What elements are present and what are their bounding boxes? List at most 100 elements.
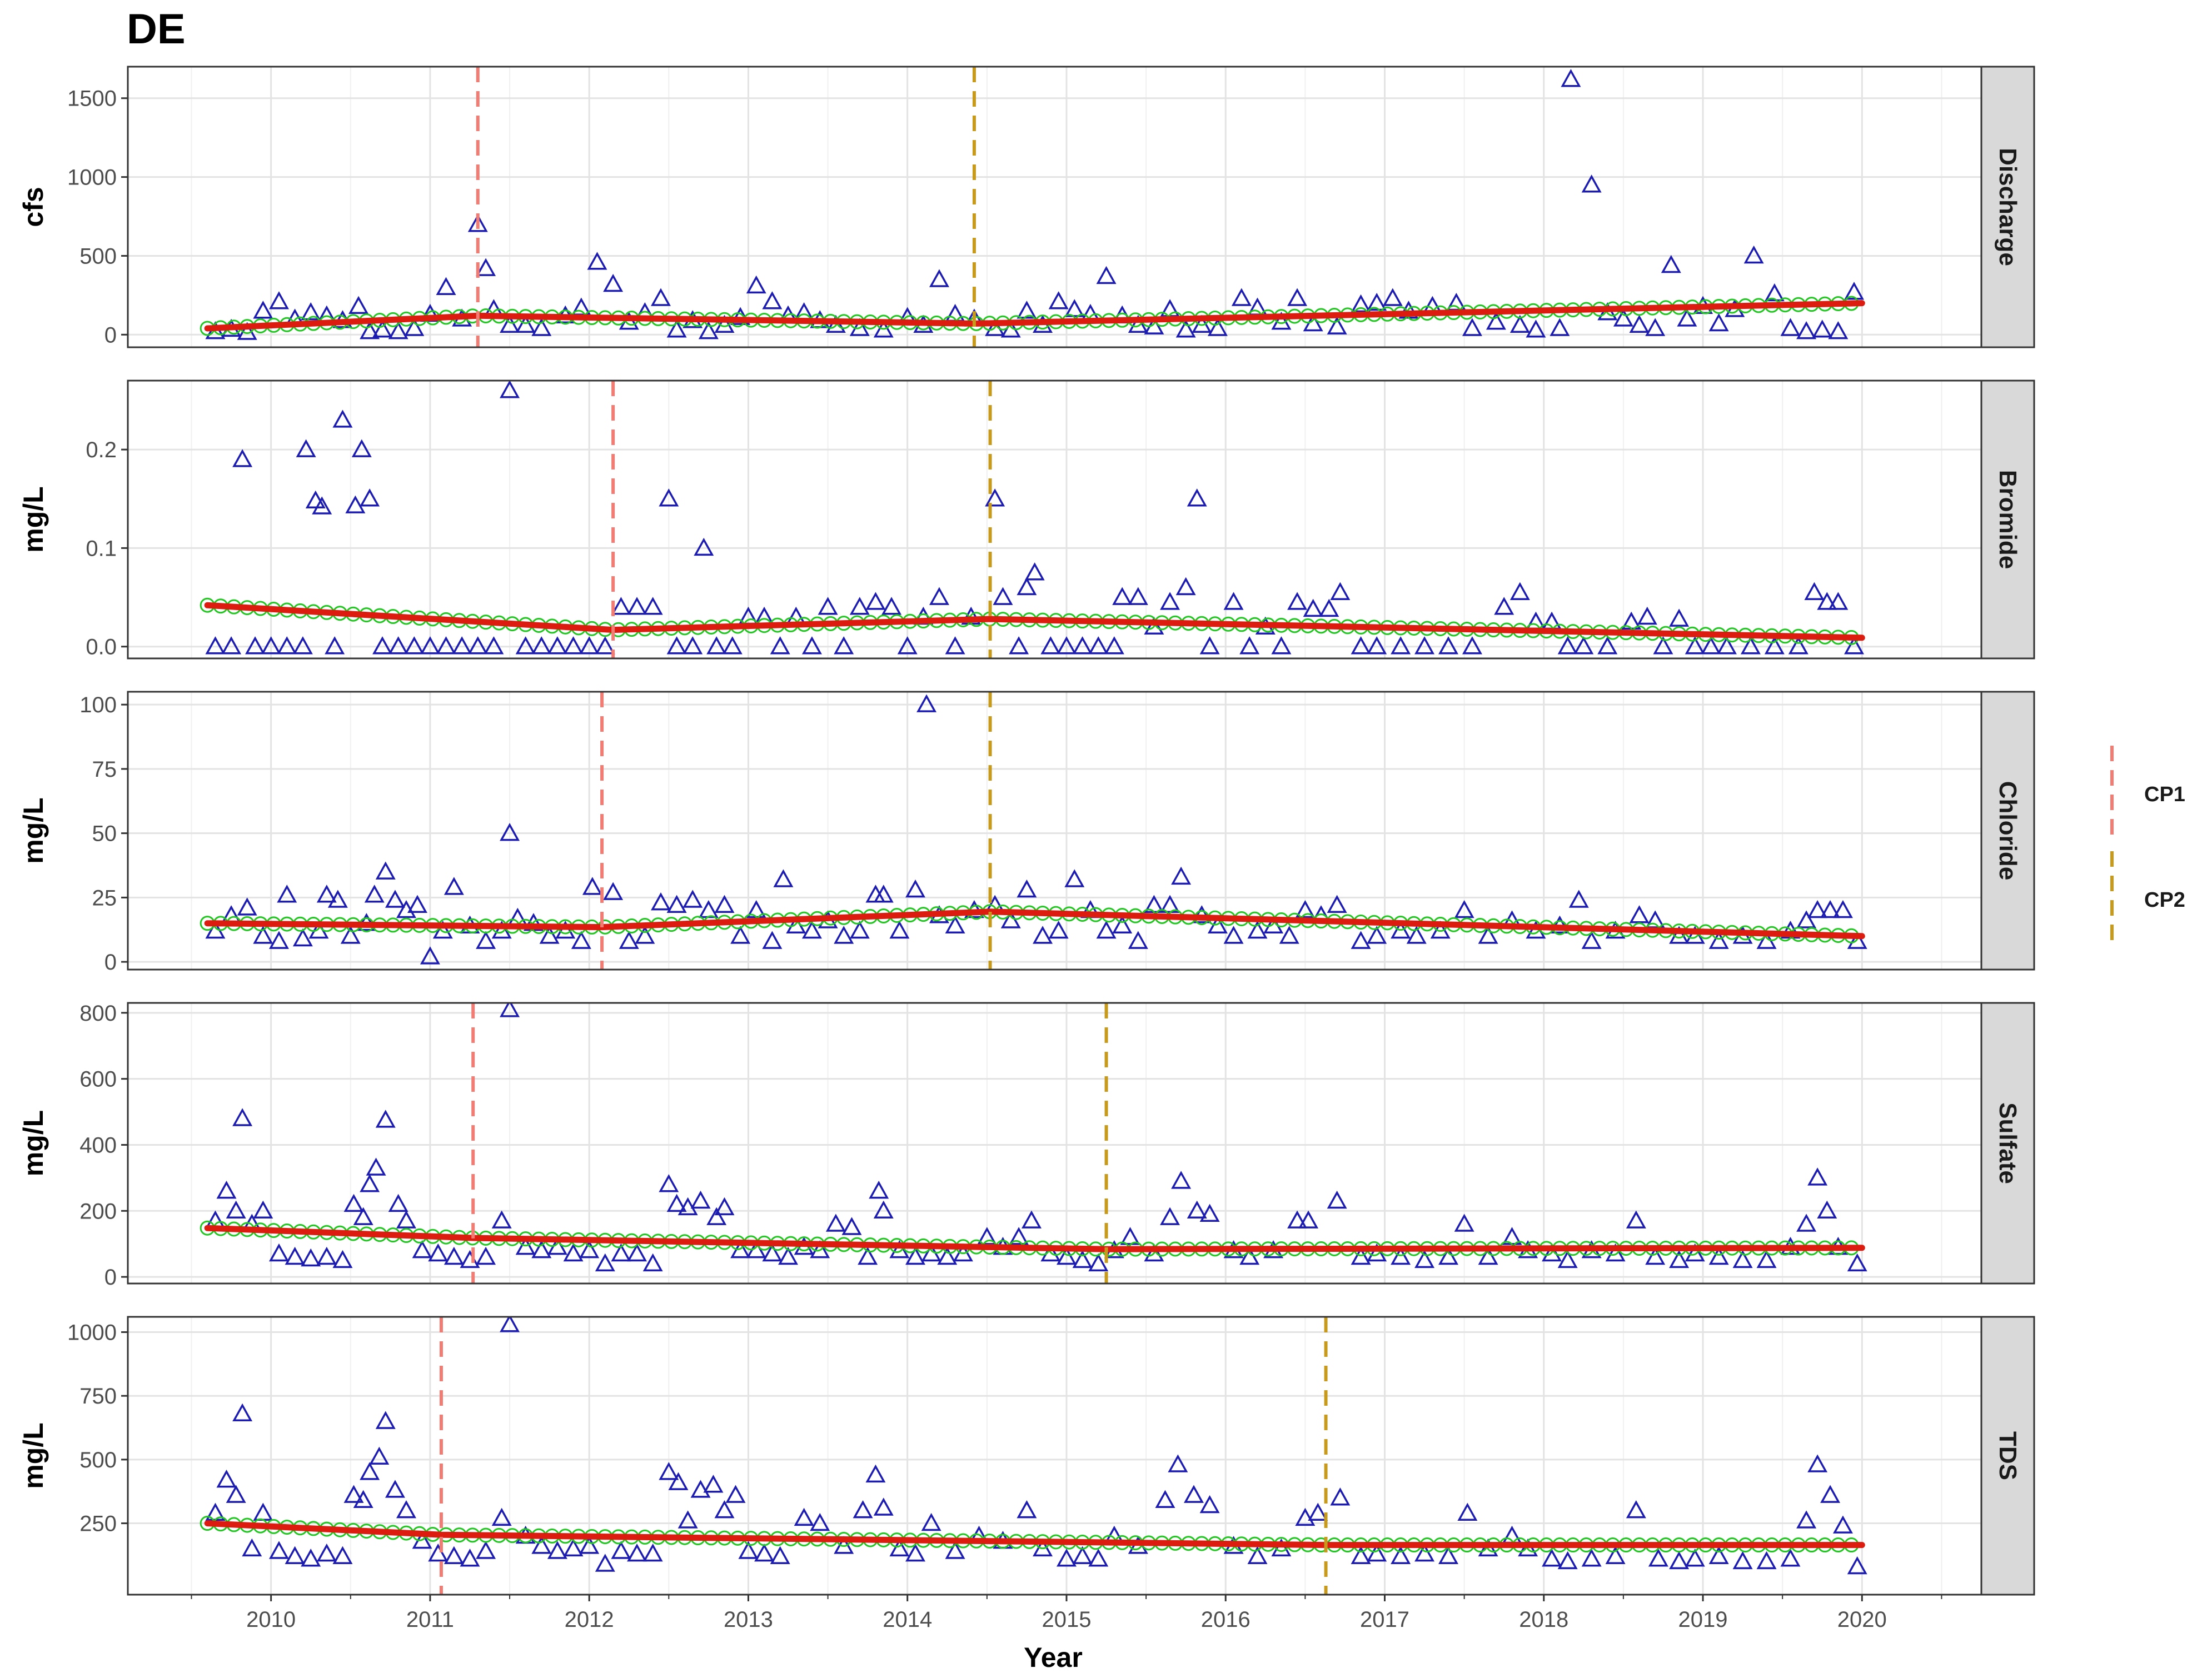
x-tick-label: 2019 — [1678, 1607, 1728, 1632]
x-tick-label: 2018 — [1519, 1607, 1568, 1632]
observation-point — [444, 1246, 464, 1265]
observation-point — [579, 1536, 600, 1554]
facet-strip — [1980, 379, 2035, 660]
observation-point — [1820, 1485, 1841, 1503]
observation-point — [1708, 931, 1729, 949]
x-tick-label: 2016 — [1201, 1607, 1251, 1632]
observation-point — [1414, 1544, 1435, 1562]
panel-sulfate: 0 200 400 600 800 Sulfate mg/L — [18, 1001, 2035, 1290]
observation-point — [237, 897, 257, 916]
panels: 050010001500Dischargecfs0.00.10.2Bromide… — [18, 66, 2035, 1596]
observation-point — [1033, 926, 1053, 944]
observation-point — [1187, 1200, 1207, 1219]
observation-point — [1351, 1546, 1371, 1564]
observation-point — [1561, 69, 1581, 87]
observation-point — [1231, 288, 1252, 306]
observation-point — [467, 214, 488, 232]
y-tick-label: 400 — [79, 1133, 117, 1157]
observation-point — [1478, 1246, 1498, 1265]
observation-point — [385, 1480, 405, 1498]
observation-point — [1732, 1551, 1753, 1570]
observation-point — [873, 319, 894, 338]
observation-point — [305, 490, 326, 509]
y-tick-label: 500 — [79, 1448, 117, 1472]
y-tick-label: 0 — [104, 950, 117, 975]
observation-point — [375, 861, 396, 880]
observation-point — [372, 636, 392, 655]
observation-point — [261, 636, 281, 655]
observation-point — [366, 1157, 386, 1176]
observation-point — [905, 879, 925, 898]
observation-point — [659, 1174, 679, 1192]
facet-strip-label: Sulfate — [1994, 1102, 2021, 1184]
observation-point — [226, 1200, 246, 1219]
observation-point — [345, 495, 366, 513]
observation-point — [953, 1243, 973, 1262]
observation-point — [1171, 866, 1192, 885]
observation-point — [1351, 636, 1371, 655]
observation-point — [1327, 1190, 1347, 1209]
y-tick-label: 800 — [79, 1001, 117, 1026]
y-tick-label: 0 — [104, 1265, 117, 1290]
observation-point — [666, 1193, 687, 1212]
observation-point — [375, 1110, 396, 1128]
observation-point — [762, 931, 783, 949]
observation-point — [1804, 582, 1825, 600]
observation-point — [1780, 318, 1801, 336]
observation-point — [1626, 1500, 1646, 1519]
observation-point — [677, 1510, 698, 1529]
y-tick-label: 0.0 — [86, 635, 117, 660]
observation-point — [1568, 890, 1589, 908]
plot-area — [200, 1317, 1867, 1595]
observation-point — [1223, 926, 1244, 944]
observation-point — [1573, 636, 1594, 655]
observation-point — [1557, 1250, 1578, 1269]
observation-point — [1828, 592, 1849, 610]
observation-point — [216, 1469, 237, 1488]
observation-point — [1367, 636, 1387, 655]
observation-point — [1009, 1227, 1029, 1245]
observation-point — [1056, 636, 1077, 655]
observation-point — [547, 1541, 567, 1559]
x-tick-label: 2020 — [1837, 1607, 1887, 1632]
y-tick-label: 200 — [79, 1199, 117, 1223]
observation-point — [555, 920, 576, 939]
observation-point — [1454, 1213, 1474, 1232]
observation-point — [1557, 1551, 1578, 1570]
observation-point — [1844, 636, 1864, 655]
observation-point — [810, 1240, 830, 1258]
observation-point — [582, 877, 602, 895]
observation-point — [611, 597, 631, 615]
y-tick-label: 25 — [92, 886, 117, 910]
observation-point — [1717, 636, 1737, 655]
observation-point — [343, 1485, 364, 1503]
observation-point — [746, 275, 766, 294]
observation-point — [491, 1210, 512, 1228]
observation-point — [627, 1544, 647, 1562]
observation-point — [1239, 636, 1260, 655]
observation-point — [1017, 577, 1037, 596]
observation-point — [1128, 931, 1148, 949]
observation-point — [1391, 920, 1411, 939]
observation-point — [285, 1246, 305, 1265]
observation-point — [491, 1507, 512, 1526]
observation-point — [1184, 1485, 1204, 1503]
observation-point — [1330, 1487, 1351, 1506]
y-tick-label: 750 — [79, 1384, 117, 1409]
observation-point — [1112, 915, 1133, 934]
observation-point — [1661, 254, 1681, 273]
facet-strip-label: Bromide — [1994, 470, 2021, 569]
observation-point — [369, 1446, 390, 1465]
observation-point — [1279, 926, 1299, 944]
observation-point — [945, 1541, 965, 1559]
observation-point — [500, 381, 520, 398]
observation-point — [1764, 636, 1785, 655]
y-tick-label: 0.1 — [86, 536, 117, 561]
observation-point — [1732, 1250, 1753, 1269]
observation-point — [1685, 1549, 1705, 1567]
observation-point — [1319, 598, 1339, 617]
x-axis-title: Year — [1024, 1642, 1083, 1673]
observation-point — [801, 636, 822, 655]
observation-point — [1391, 1246, 1411, 1265]
